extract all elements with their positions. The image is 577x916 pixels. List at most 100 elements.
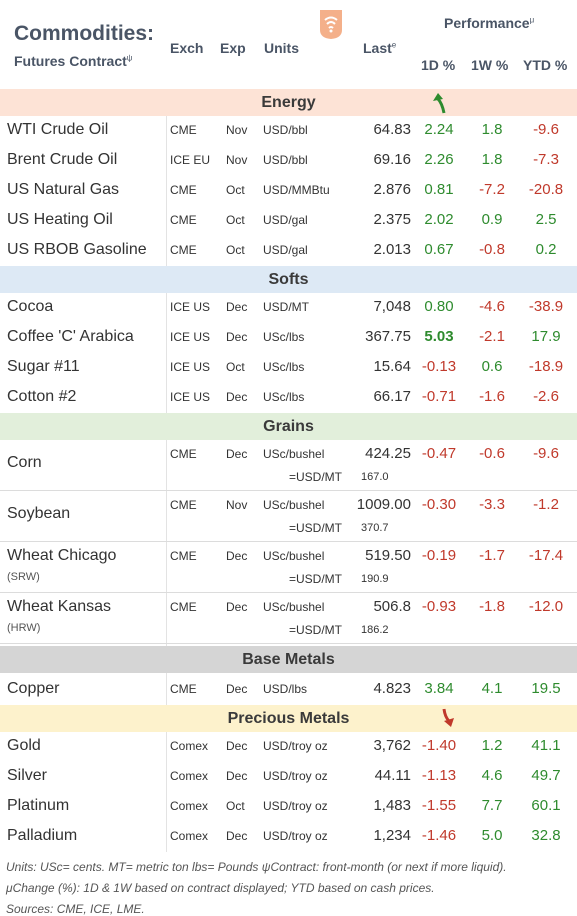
commodity-name: Corn — [7, 454, 42, 471]
table-row: Silver Comex Dec USD/troy oz 44.11 -1.13 4.6 49… — [0, 762, 577, 792]
change-1w: -1.8 — [479, 598, 505, 615]
last-price: 367.75 — [365, 328, 411, 345]
commodity-name: US RBOB Gasoline — [7, 241, 147, 258]
commodity-name: Cocoa — [7, 298, 54, 315]
section-grains: Grains — [0, 413, 577, 440]
last-price: 4.823 — [373, 680, 411, 697]
change-1d: 2.02 — [424, 211, 454, 228]
conversion-label: =USD/MT — [289, 572, 343, 586]
commodity-name: Palladium — [7, 827, 78, 844]
change-1w: 4.1 — [481, 680, 503, 697]
expiry: Dec — [226, 330, 248, 344]
table-row: US RBOB Gasoline CME Oct USD/gal 2.013 0.67 -0… — [0, 236, 577, 266]
units: USD/troy oz — [263, 739, 328, 753]
change-1d: -0.19 — [421, 547, 457, 564]
section-precious-metals: Precious Metals — [0, 705, 577, 732]
col-last-sup: e — [391, 40, 397, 50]
expiry: Oct — [226, 799, 245, 813]
column-divider — [166, 116, 167, 266]
last-price: 66.17 — [373, 388, 411, 405]
last-price: 7,048 — [373, 298, 411, 315]
table-row: Copper CME Dec USD/lbs 4.823 3.84 4.1 19.5 — [0, 675, 577, 705]
table-row: Cotton #2 ICE US Dec USc/lbs 66.17 -0.71 -1.6 -… — [0, 383, 577, 413]
footer-units-note: Units: USc= cents. MT= metric ton lbs= P… — [6, 860, 507, 874]
expiry: Dec — [226, 300, 248, 314]
units: USD/bbl — [263, 123, 308, 137]
units: USD/troy oz — [263, 799, 328, 813]
commodity-name: Wheat Kansas — [7, 598, 112, 615]
commodity-name: Silver — [7, 767, 48, 784]
commodity-name: Platinum — [7, 797, 70, 814]
change-1d: -1.46 — [421, 827, 457, 844]
table-row: Corn CME Dec USc/bushel 424.25 =USD/MT 167.0 -0… — [0, 440, 577, 491]
units: USc/bushel — [263, 447, 325, 461]
expiry: Oct — [226, 183, 245, 197]
section-energy: Energy — [0, 89, 577, 116]
units: USD/MMBtu — [263, 183, 330, 197]
section-softs: Softs — [0, 266, 577, 293]
table-row: WTI Crude Oil CME Nov USD/bbl 64.83 2.24 1.8 -9… — [0, 116, 577, 146]
exchange: Comex — [170, 769, 209, 783]
exchange: CME — [170, 183, 197, 197]
exchange: CME — [170, 549, 197, 563]
last-price: 1,234 — [373, 827, 411, 844]
last-price: 1,483 — [373, 797, 411, 814]
col-1d: 1D % — [421, 57, 456, 73]
change-ytd: -7.3 — [533, 151, 559, 168]
units: USc/lbs — [263, 390, 305, 404]
exchange: Comex — [170, 799, 209, 813]
arrow-down-icon — [442, 708, 454, 727]
commodity-name: Soybean — [7, 505, 71, 522]
exchange: ICE US — [170, 390, 211, 404]
commodity-name: Brent Crude Oil — [7, 151, 118, 168]
expiry: Dec — [226, 549, 248, 563]
conversion-value: 370.7 — [361, 522, 389, 534]
change-1w: 7.7 — [481, 797, 503, 814]
units: USD/gal — [263, 213, 308, 227]
change-ytd: -38.9 — [528, 298, 564, 315]
conversion-label: =USD/MT — [289, 521, 343, 535]
units: USc/bushel — [263, 549, 325, 563]
change-ytd: -2.6 — [533, 388, 559, 405]
change-ytd: 32.8 — [531, 827, 561, 844]
change-ytd: 60.1 — [531, 797, 561, 814]
table-header: Commodities: Futures Contractψ Exch Exp … — [0, 0, 577, 89]
last-price: 1009.00 — [356, 496, 411, 513]
exchange: CME — [170, 498, 197, 512]
performance-sup: μ — [529, 15, 535, 25]
change-1d: 0.81 — [424, 181, 454, 198]
exchange: CME — [170, 213, 197, 227]
conversion-value: 167.0 — [361, 471, 389, 483]
table-row: Sugar #11 ICE US Oct USc/lbs 15.64 -0.13 0.6 -1… — [0, 353, 577, 383]
last-price: 506.8 — [373, 598, 411, 615]
commodity-subname: (SRW) — [7, 571, 40, 583]
table-row: Cocoa ICE US Dec USD/MT 7,048 0.80 -4.6 -38.9 — [0, 293, 577, 323]
change-1w: -0.8 — [479, 241, 505, 258]
expiry: Dec — [226, 829, 248, 843]
exchange: ICE US — [170, 360, 211, 374]
col-exp: Exp — [220, 40, 246, 56]
table-row: Platinum Comex Oct USD/troy oz 1,483 -1.55 7.7… — [0, 792, 577, 822]
page-title: Commodities: — [14, 22, 155, 45]
units: USD/gal — [263, 243, 308, 257]
column-divider — [166, 673, 167, 705]
exchange: CME — [170, 682, 197, 696]
performance-text: Performance — [444, 15, 530, 31]
change-1d: 2.26 — [424, 151, 454, 168]
change-ytd: -9.6 — [533, 121, 559, 138]
expiry: Nov — [226, 153, 248, 167]
column-divider — [166, 293, 167, 413]
col-last: Laste — [363, 40, 396, 56]
units: USc/lbs — [263, 360, 305, 374]
change-1w: 1.8 — [481, 151, 503, 168]
units: USc/bushel — [263, 600, 325, 614]
wifi-badge-icon — [320, 10, 342, 39]
change-1w: -7.2 — [479, 181, 505, 198]
change-1d: -1.55 — [421, 797, 457, 814]
exchange: CME — [170, 600, 197, 614]
last-price: 519.50 — [365, 547, 411, 564]
table-row: US Natural Gas CME Oct USD/MMBtu 2.876 0.81 -7… — [0, 176, 577, 206]
conversion-value: 186.2 — [361, 624, 389, 636]
subtitle-sup: ψ — [126, 53, 133, 63]
change-1w: 0.6 — [481, 358, 503, 375]
